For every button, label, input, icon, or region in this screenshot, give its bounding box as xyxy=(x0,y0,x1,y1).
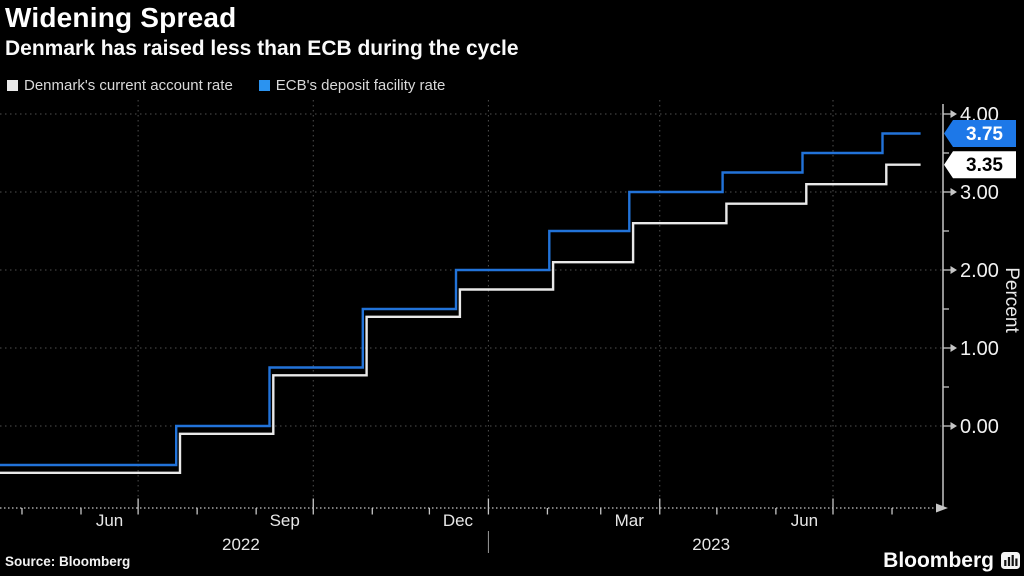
y-tick-label: 1.00 xyxy=(960,338,999,360)
series-line-ecb xyxy=(0,132,921,467)
month-label: Sep xyxy=(270,511,300,530)
y-tick-arrow xyxy=(950,110,957,118)
bloomberg-logo: Bloomberg xyxy=(883,549,1020,573)
year-label: 2022 xyxy=(222,535,260,554)
y-tick-label: 3.00 xyxy=(960,182,999,204)
month-label: Dec xyxy=(443,511,474,530)
value-badge-denmark-label: 3.35 xyxy=(966,155,1003,176)
series-line-denmark xyxy=(0,163,921,474)
legend-swatch-denmark xyxy=(7,80,18,91)
y-tick-arrow xyxy=(950,266,957,274)
chart-title: Widening Spread xyxy=(5,2,237,33)
y-axis-title: Percent xyxy=(1001,267,1022,333)
legend-swatch-ecb xyxy=(258,80,270,91)
chart-subtitle: Denmark has raised less than ECB during … xyxy=(5,37,519,60)
x-axis-arrow xyxy=(936,503,948,513)
y-tick-arrow xyxy=(950,422,957,430)
legend-item-ecb: ECB's deposit facility rate xyxy=(258,77,446,94)
month-label: Jun xyxy=(96,511,123,530)
y-tick-arrow xyxy=(950,344,957,352)
value-badge-ecb xyxy=(944,120,1016,147)
bloomberg-chart-icon xyxy=(1001,552,1020,569)
bloomberg-wordmark: Bloomberg xyxy=(883,549,994,572)
value-badge-ecb-label: 3.75 xyxy=(966,124,1003,145)
legend-item-denmark: Denmark's current account rate xyxy=(7,77,233,94)
value-badge-denmark xyxy=(944,151,1016,179)
legend: Denmark's current account rate ECB's dep… xyxy=(7,77,445,94)
source-text: Source: Bloomberg xyxy=(5,554,131,569)
y-tick-label: 0.00 xyxy=(960,416,999,438)
month-label: Mar xyxy=(615,511,645,530)
year-label: 2023 xyxy=(692,535,730,554)
legend-label-denmark: Denmark's current account rate xyxy=(24,77,233,94)
month-label: Jun xyxy=(791,511,818,530)
y-tick-arrow xyxy=(950,188,957,196)
y-tick-label: 2.00 xyxy=(960,260,999,282)
legend-label-ecb: ECB's deposit facility rate xyxy=(275,77,446,94)
